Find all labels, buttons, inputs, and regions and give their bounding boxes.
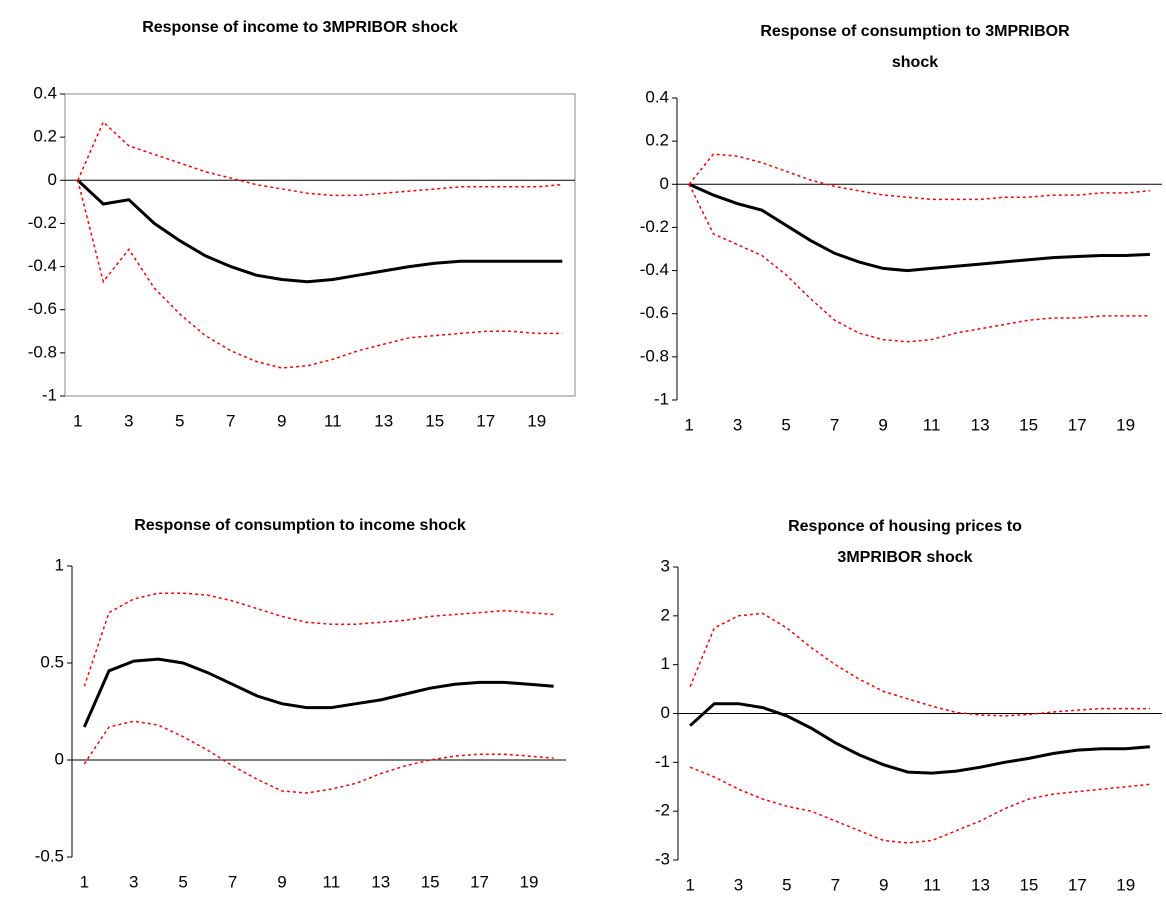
y-tick-label: 1 bbox=[55, 555, 64, 574]
y-tick-label: 2 bbox=[661, 605, 670, 624]
y-tick-label: 0.4 bbox=[33, 83, 57, 102]
series-line bbox=[688, 153, 1150, 201]
x-tick-label: 11 bbox=[923, 875, 941, 894]
y-tick-label: 0 bbox=[55, 749, 64, 768]
y-tick-label: 0.2 bbox=[645, 131, 669, 150]
x-tick-label: 5 bbox=[178, 872, 187, 891]
x-tick-label: 15 bbox=[425, 411, 444, 430]
y-tick-label: 3 bbox=[661, 556, 670, 575]
x-tick-label: 15 bbox=[421, 872, 440, 891]
series-line bbox=[77, 120, 563, 197]
series-line bbox=[83, 720, 554, 794]
chart-title: Response of consumption to 3MPRIBOR shoc… bbox=[760, 23, 1070, 71]
x-tick-label: 9 bbox=[277, 411, 286, 430]
y-tick-label: -0.6 bbox=[28, 299, 57, 318]
y-tick-label: -0.2 bbox=[640, 217, 669, 236]
series-line bbox=[689, 702, 1151, 775]
x-tick-label: 7 bbox=[830, 415, 839, 434]
y-tick-label: 0 bbox=[660, 174, 669, 193]
chart-title: Responce of housing prices to 3MPRIBOR s… bbox=[788, 518, 1022, 566]
series-line bbox=[76, 179, 563, 284]
x-tick-label: 1 bbox=[684, 415, 693, 434]
series-line bbox=[83, 592, 554, 687]
x-tick-label: 5 bbox=[175, 411, 184, 430]
y-tick-label: 0.4 bbox=[645, 87, 669, 106]
x-tick-label: 17 bbox=[1068, 875, 1087, 894]
y-tick-label: 0.2 bbox=[33, 127, 57, 146]
x-tick-label: 3 bbox=[733, 415, 742, 434]
y-tick-label: 0.5 bbox=[40, 652, 64, 671]
x-tick-label: 3 bbox=[734, 875, 743, 894]
chart-title: Response of consumption to income shock bbox=[134, 517, 466, 534]
series-line bbox=[77, 180, 563, 369]
x-tick-label: 17 bbox=[1068, 415, 1087, 434]
y-tick-label: 0 bbox=[661, 703, 670, 722]
y-tick-label: -0.8 bbox=[640, 346, 669, 365]
y-tick-label: 1 bbox=[661, 654, 670, 673]
x-tick-label: 11 bbox=[323, 872, 341, 891]
y-tick-label: -3 bbox=[655, 849, 670, 868]
x-tick-label: 7 bbox=[228, 872, 237, 891]
x-tick-label: 7 bbox=[226, 411, 235, 430]
series-line bbox=[688, 182, 1150, 273]
plot-frame bbox=[64, 93, 576, 397]
x-tick-label: 19 bbox=[527, 411, 546, 430]
x-tick-label: 9 bbox=[277, 872, 286, 891]
x-tick-label: 5 bbox=[782, 875, 791, 894]
x-tick-label: 13 bbox=[374, 411, 393, 430]
x-tick-label: 15 bbox=[1019, 415, 1038, 434]
x-tick-label: 11 bbox=[923, 415, 941, 434]
y-tick-label: -0.4 bbox=[640, 260, 669, 279]
y-tick-label: -0.8 bbox=[28, 342, 57, 361]
y-tick-label: -2 bbox=[655, 801, 670, 820]
x-tick-label: 3 bbox=[129, 872, 138, 891]
series-line bbox=[688, 183, 1150, 343]
y-tick-label: -1 bbox=[42, 385, 57, 404]
x-tick-label: 1 bbox=[73, 411, 82, 430]
x-tick-label: 9 bbox=[879, 875, 888, 894]
x-tick-label: 3 bbox=[124, 411, 133, 430]
x-tick-label: 7 bbox=[831, 875, 840, 894]
x-tick-label: 9 bbox=[878, 415, 887, 434]
x-tick-label: 5 bbox=[781, 415, 790, 434]
y-tick-label: -0.2 bbox=[28, 213, 57, 232]
x-tick-label: 17 bbox=[476, 411, 495, 430]
y-tick-label: -0.5 bbox=[35, 846, 64, 865]
y-tick-label: -1 bbox=[654, 389, 669, 408]
x-tick-label: 11 bbox=[324, 411, 342, 430]
x-tick-label: 13 bbox=[971, 875, 990, 894]
y-tick-label: -1 bbox=[655, 752, 670, 771]
x-tick-label: 15 bbox=[1019, 875, 1038, 894]
series-line bbox=[689, 766, 1150, 844]
x-tick-label: 13 bbox=[371, 872, 390, 891]
chart-title: Response of income to 3MPRIBOR shock bbox=[142, 19, 458, 36]
series-line bbox=[689, 612, 1150, 717]
y-tick-label: -0.6 bbox=[640, 303, 669, 322]
y-tick-label: 0 bbox=[48, 170, 57, 189]
x-tick-label: 1 bbox=[685, 875, 694, 894]
y-tick-label: -0.4 bbox=[28, 256, 57, 275]
x-tick-label: 19 bbox=[519, 872, 538, 891]
x-tick-label: 19 bbox=[1116, 415, 1135, 434]
x-tick-label: 19 bbox=[1116, 875, 1135, 894]
x-tick-label: 1 bbox=[80, 872, 89, 891]
x-tick-label: 17 bbox=[470, 872, 489, 891]
series-line bbox=[82, 657, 554, 728]
x-tick-label: 13 bbox=[971, 415, 990, 434]
